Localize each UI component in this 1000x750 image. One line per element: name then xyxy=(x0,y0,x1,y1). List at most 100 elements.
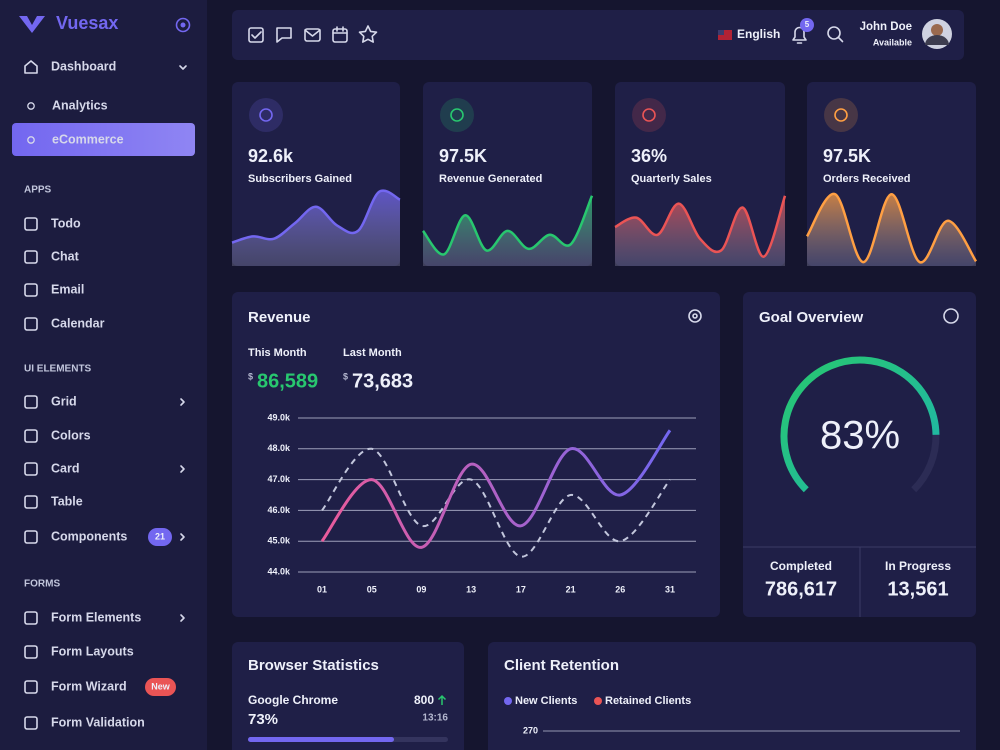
calendar-shortcut[interactable] xyxy=(332,28,348,43)
search[interactable] xyxy=(827,26,841,40)
section-title: APPS xyxy=(24,185,52,196)
chat-shortcut[interactable] xyxy=(276,27,292,43)
nav-item[interactable]: Dashboard xyxy=(51,59,116,73)
chevron xyxy=(180,614,185,622)
sidebar-toggle[interactable] xyxy=(175,17,191,33)
browser-name: Google Chrome xyxy=(248,693,338,707)
section-title: UI ELEMENTS xyxy=(24,364,92,375)
nav-item[interactable]: Todo xyxy=(51,216,81,230)
nav-icon xyxy=(24,395,38,409)
this-month-label: This Month xyxy=(248,347,307,359)
sparkline-area xyxy=(232,190,400,266)
x-tick-label: 31 xyxy=(665,584,675,594)
nav-icon xyxy=(24,680,38,694)
progress-fill xyxy=(248,737,394,742)
language[interactable]: English xyxy=(737,27,780,41)
retention-title: Client Retention xyxy=(504,657,619,674)
stat-icon-bg xyxy=(824,98,858,132)
active-nav-highlight[interactable] xyxy=(12,123,195,156)
nav-bullet xyxy=(27,136,35,144)
nav-item[interactable]: Calendar xyxy=(51,316,105,330)
nav-icon xyxy=(24,495,38,509)
x-tick-label: 05 xyxy=(367,584,377,594)
goal-percent: 83% xyxy=(820,414,900,458)
sparkline xyxy=(805,192,978,264)
this-month-value: 86,589 xyxy=(257,370,318,392)
nav-item[interactable]: Components xyxy=(51,529,127,543)
search-handle xyxy=(837,36,844,43)
y-tick-label: 270 xyxy=(523,725,538,735)
brand-name: Vuesax xyxy=(56,13,118,33)
y-tick-label: 46.0k xyxy=(267,505,291,515)
email-shortcut[interactable] xyxy=(304,28,321,42)
notifications-bell[interactable] xyxy=(792,26,807,44)
completed-label: Completed xyxy=(770,559,832,573)
nav-item[interactable]: Form Layouts xyxy=(51,644,134,658)
nav-item[interactable]: eCommerce xyxy=(52,132,124,146)
user-status: Available xyxy=(873,37,912,47)
chevron xyxy=(180,465,185,473)
nav-icon xyxy=(24,283,38,297)
notification-count: 5 xyxy=(805,20,810,29)
nav-icon xyxy=(24,611,38,625)
chevron xyxy=(180,398,185,406)
nav-item[interactable]: Email xyxy=(51,282,84,296)
stat-value: 36% xyxy=(631,146,667,166)
brand-logo xyxy=(19,16,45,33)
stat-label: Orders Received xyxy=(823,173,910,185)
flag xyxy=(718,30,732,40)
nav-item[interactable]: Analytics xyxy=(52,98,108,112)
todo-shortcut[interactable] xyxy=(248,27,264,43)
flag-canton xyxy=(718,30,724,35)
x-tick-label: 01 xyxy=(317,584,327,594)
y-tick-label: 47.0k xyxy=(267,474,291,484)
x-tick-label: 17 xyxy=(516,584,526,594)
badge-text: New xyxy=(151,681,171,691)
stat-label: Revenue Generated xyxy=(439,173,542,185)
nav-item[interactable]: Grid xyxy=(51,394,77,408)
header-bar xyxy=(232,10,964,60)
nav-item[interactable]: Table xyxy=(51,494,83,508)
nav-item[interactable]: Form Wizard xyxy=(51,679,127,693)
email-flap xyxy=(304,29,321,37)
badge-text: 21 xyxy=(155,531,165,541)
legend-label: Retained Clients xyxy=(605,695,691,707)
nav-icon xyxy=(24,60,38,74)
help-icon[interactable] xyxy=(943,308,959,324)
avatar-body xyxy=(925,35,949,45)
nav-icon xyxy=(24,645,38,659)
y-tick-label: 49.0k xyxy=(267,412,291,422)
badge xyxy=(148,528,172,546)
trend-up-arrow xyxy=(437,694,447,705)
nav-item[interactable]: Chat xyxy=(51,249,80,263)
sparkline xyxy=(422,195,594,256)
goal-title: Goal Overview xyxy=(759,309,864,326)
goal-arc xyxy=(780,356,940,493)
nav-icon xyxy=(24,429,38,443)
browser-count: 800 xyxy=(414,693,434,707)
y-tick-label: 45.0k xyxy=(267,536,291,546)
star-shortcut[interactable] xyxy=(358,25,378,43)
nav-item[interactable]: Colors xyxy=(51,428,91,442)
retention-card xyxy=(488,642,976,750)
nav-icon xyxy=(24,716,38,730)
stat-icon xyxy=(642,108,656,122)
settings-icon[interactable] xyxy=(688,309,702,323)
x-tick-label: 21 xyxy=(566,584,576,594)
nav-item[interactable]: Card xyxy=(51,461,79,475)
legend-marker xyxy=(504,697,512,705)
user-name[interactable]: John Doe xyxy=(860,21,912,33)
nav-item[interactable]: Form Validation xyxy=(51,715,145,729)
sidebar-toggle-dot xyxy=(180,22,186,28)
legend-marker xyxy=(594,697,602,705)
sparkline xyxy=(614,195,787,258)
stat-value: 92.6k xyxy=(248,146,294,166)
chevron xyxy=(179,65,187,70)
nav-icon xyxy=(24,217,38,231)
chevron xyxy=(180,533,185,541)
stat-label: Subscribers Gained xyxy=(248,173,352,185)
nav-item[interactable]: Form Elements xyxy=(51,610,141,624)
nav-bullet xyxy=(27,102,35,110)
